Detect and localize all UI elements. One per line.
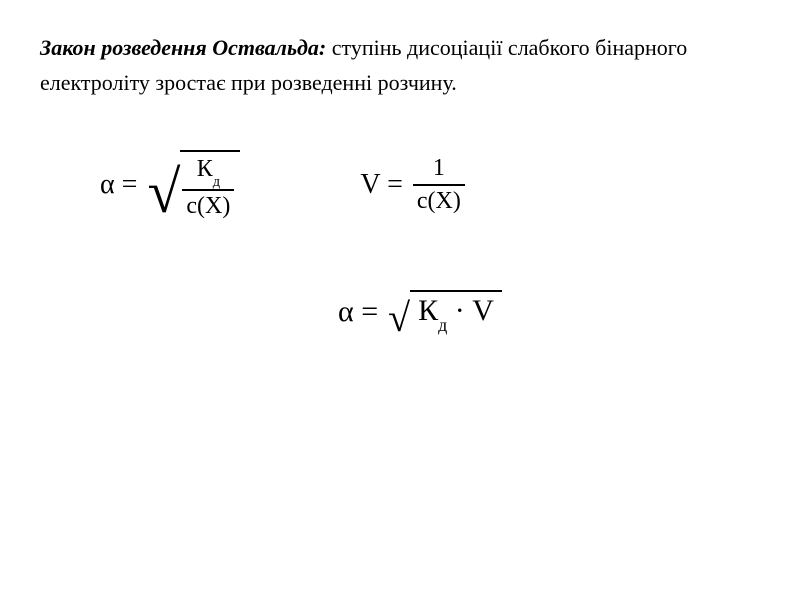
- equals-sign: =: [115, 169, 138, 200]
- formula-v: V = 1 c(X): [360, 155, 464, 215]
- dot-operator: ·: [447, 294, 472, 327]
- fraction-kd-cx: Кд c(X): [182, 156, 234, 220]
- k-letter: К: [197, 156, 213, 182]
- fraction-numerator-one: 1: [429, 155, 449, 184]
- alpha-equals-left: α =: [100, 169, 137, 201]
- law-statement: Закон розведення Оствальда: ступінь дисо…: [40, 30, 760, 100]
- radical-icon-2: √: [388, 298, 410, 342]
- equals-sign-3: =: [354, 295, 378, 328]
- equals-sign-2: =: [380, 169, 403, 200]
- alpha-symbol-2: α: [338, 295, 354, 328]
- fraction-1-cx: 1 c(X): [413, 155, 465, 215]
- sqrt-body: Кд c(X): [180, 150, 240, 220]
- v-letter: V: [360, 169, 380, 200]
- k-subscript-2: д: [438, 315, 447, 335]
- sqrt-kv: √ Кд · V: [388, 290, 502, 334]
- fraction-denominator: c(X): [182, 189, 234, 220]
- fraction-numerator: Кд: [193, 156, 224, 189]
- sqrt-expression: √ Кд c(X): [147, 150, 240, 220]
- formula-row-bottom: α = √ Кд · V: [40, 290, 760, 334]
- formula-alpha-sqrt: α = √ Кд c(X): [100, 150, 240, 220]
- v-letter-2: V: [472, 294, 494, 327]
- radical-icon: √: [147, 162, 180, 232]
- law-title: Закон розведення Оствальда:: [40, 35, 326, 60]
- k-subscript: д: [213, 174, 220, 190]
- formula-row-top: α = √ Кд c(X) V = 1 c(X): [40, 150, 760, 220]
- alpha-symbol: α: [100, 169, 115, 200]
- k-letter-2: К: [418, 294, 438, 327]
- sqrt-body-kv: Кд · V: [410, 290, 502, 334]
- v-equals-left: V =: [360, 169, 403, 201]
- alpha-equals-left-2: α =: [338, 295, 378, 329]
- formula-alpha-kv: α = √ Кд · V: [338, 290, 502, 334]
- fraction-denominator-cx: c(X): [413, 184, 465, 215]
